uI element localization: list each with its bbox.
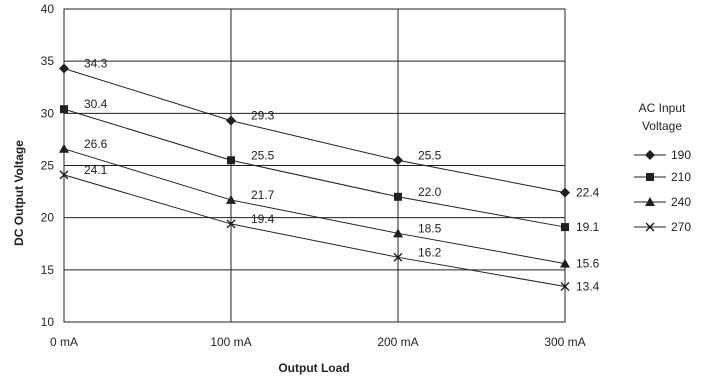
data-point-190 [59, 63, 69, 74]
data-label-240: 18.5 [418, 221, 442, 235]
triangle-marker-shape [560, 258, 570, 268]
x-marker-stroke [645, 222, 655, 232]
data-point-270 [560, 282, 570, 292]
legend-marker-240 [645, 197, 655, 206]
diamond-marker-shape [560, 187, 570, 198]
legend-label-190: 190 [671, 148, 691, 162]
legend-marker-190 [645, 150, 655, 160]
series-line-270 [63, 174, 566, 288]
legend-title-line-1: AC Input [639, 101, 686, 115]
data-point-210 [394, 192, 402, 201]
data-point-210 [561, 223, 569, 232]
diamond-marker-shape [645, 150, 655, 160]
y-tick-label: 40 [41, 2, 55, 16]
legend: AC Input Voltage 190 210 240 270 [634, 101, 691, 234]
diamond-marker-shape [226, 115, 236, 126]
label-layer: 34.3 29.3 25.5 22.4 30.4 25.5 22.0 19.1 26.6 21.7… [84, 56, 600, 293]
data-label-270: 19.4 [251, 212, 275, 226]
series-line-240 [63, 148, 566, 265]
y-tick-label: 10 [41, 315, 55, 329]
series-layer [59, 63, 570, 292]
legend-marker-270 [645, 222, 655, 232]
triangle-marker-shape [226, 194, 236, 204]
data-label-240: 26.6 [84, 137, 108, 151]
square-marker-shape [60, 105, 68, 114]
legend-title-line-2: Voltage [642, 119, 682, 133]
x-tick-label: 100 mA [210, 335, 251, 349]
legend-item-210: 210 [634, 170, 691, 184]
data-point-210 [227, 156, 235, 165]
data-label-190: 34.3 [84, 56, 108, 70]
x-marker-stroke [226, 219, 236, 229]
data-point-210 [60, 105, 68, 114]
legend-label-270: 270 [671, 220, 691, 234]
data-point-190 [560, 187, 570, 198]
data-point-240 [59, 143, 69, 153]
y-tick-label: 20 [41, 211, 55, 225]
y-axis-title: DC Output Voltage [12, 140, 26, 246]
data-label-210: 19.1 [576, 220, 600, 234]
x-tick-label: 200 mA [377, 335, 418, 349]
data-label-270: 16.2 [418, 245, 442, 259]
data-label-190: 25.5 [418, 148, 442, 162]
x-marker-stroke [393, 252, 403, 262]
data-point-190 [393, 155, 403, 166]
tick-layer: 10 15 20 25 30 35 40 0 mA 100 mA 200 mA 300 mA [41, 2, 586, 349]
square-marker-shape [561, 223, 569, 232]
triangle-marker-shape [59, 143, 69, 153]
x-marker-stroke [560, 282, 570, 292]
grid-layer [63, 8, 566, 323]
x-tick-label: 300 mA [544, 335, 585, 349]
y-tick-label: 30 [41, 106, 55, 120]
square-marker-shape [394, 192, 402, 201]
legend-items: 190 210 240 270 [634, 148, 691, 234]
x-axis-title: Output Load [278, 361, 349, 375]
x-marker-stroke [59, 170, 69, 180]
data-label-270: 24.1 [84, 163, 108, 177]
series-line-210 [63, 108, 566, 228]
y-tick-label: 15 [41, 263, 55, 277]
data-point-240 [226, 194, 236, 204]
series-line-190 [63, 67, 566, 194]
x-tick-label: 0 mA [50, 335, 78, 349]
data-point-270 [393, 252, 403, 262]
data-label-190: 29.3 [251, 109, 275, 123]
data-point-270 [226, 219, 236, 229]
data-point-190 [226, 115, 236, 126]
data-point-240 [560, 258, 570, 268]
y-tick-label: 25 [41, 159, 55, 173]
triangle-marker-shape [393, 228, 403, 238]
data-label-240: 15.6 [576, 257, 600, 271]
data-label-210: 22.0 [418, 185, 442, 199]
diamond-marker-shape [59, 63, 69, 74]
legend-marker-210 [646, 173, 654, 181]
data-label-210: 30.4 [84, 97, 108, 111]
data-point-270 [59, 170, 69, 180]
legend-item-270: 270 [634, 220, 691, 234]
data-point-240 [393, 228, 403, 238]
data-label-210: 25.5 [251, 148, 275, 162]
legend-item-190: 190 [634, 148, 691, 162]
data-label-240: 21.7 [251, 188, 275, 202]
legend-item-240: 240 [634, 195, 691, 209]
square-marker-shape [646, 173, 654, 181]
y-tick-label: 35 [41, 54, 55, 68]
data-label-190: 22.4 [576, 186, 600, 200]
data-label-270: 13.4 [576, 280, 600, 294]
diamond-marker-shape [393, 155, 403, 166]
legend-label-210: 210 [671, 170, 691, 184]
square-marker-shape [227, 156, 235, 165]
legend-label-240: 240 [671, 195, 691, 209]
triangle-marker-shape [645, 197, 655, 206]
